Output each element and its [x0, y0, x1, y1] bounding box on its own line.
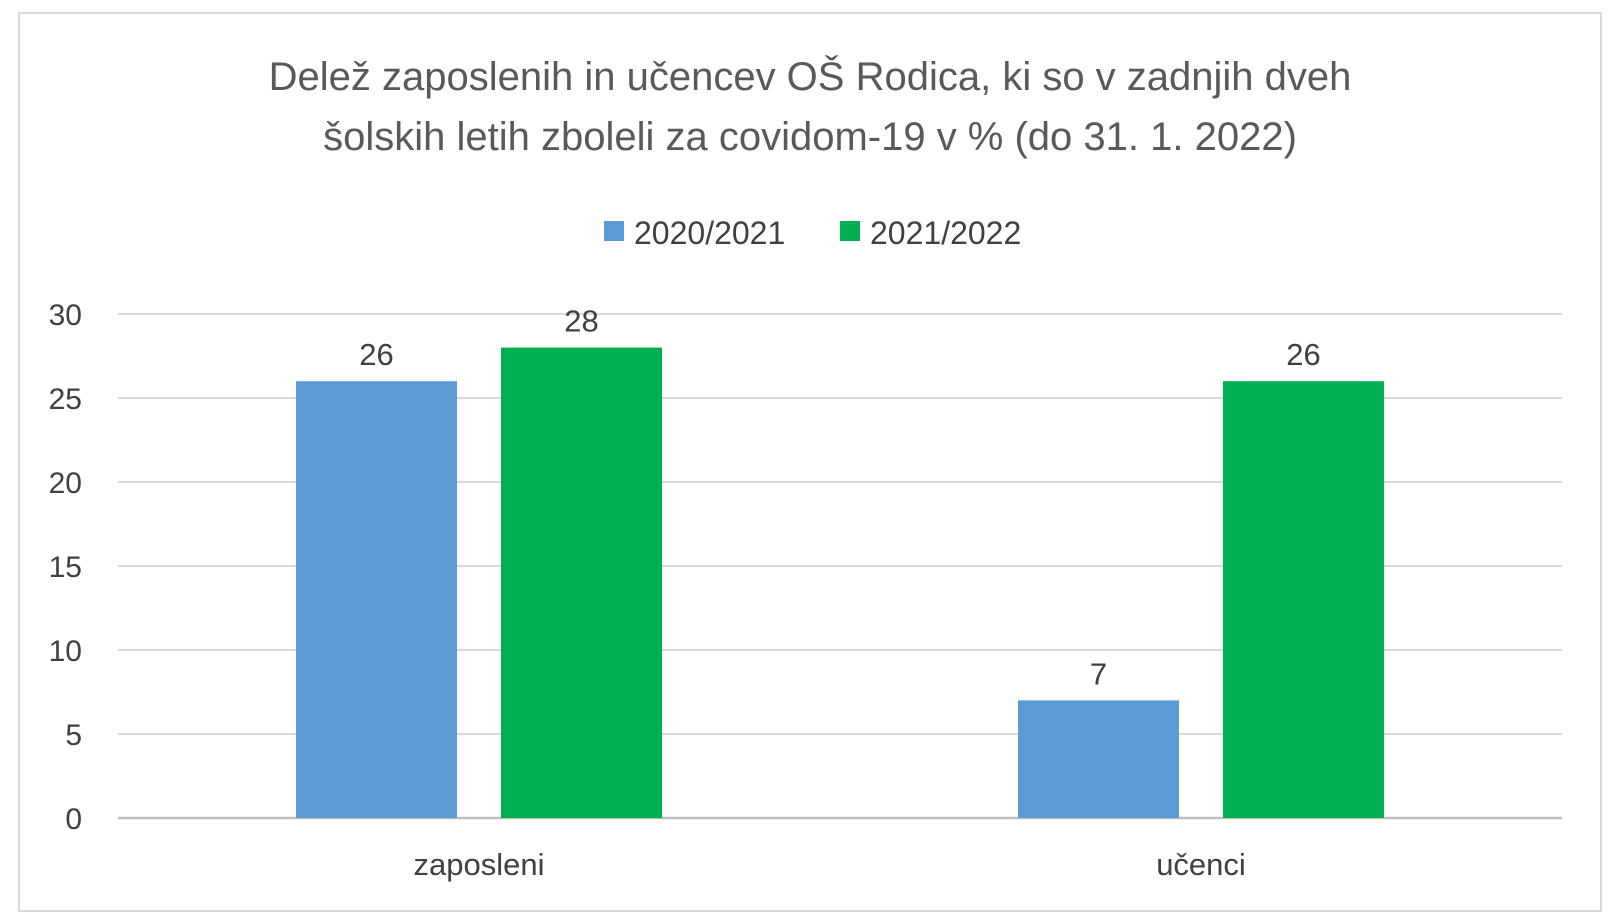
- legend-swatch-2020-2021: [604, 221, 624, 241]
- data-label-1-1: 26: [1286, 337, 1320, 372]
- chart-legend: 2020/2021 2021/2022: [604, 215, 1021, 251]
- chart-title-line-1: Delež zaposlenih in učencev OŠ Rodica, k…: [269, 54, 1352, 99]
- x-axis-category-labels: zaposleni učenci: [414, 847, 1246, 882]
- legend-swatch-2021-2022: [840, 221, 860, 241]
- legend-label-2020-2021: 2020/2021: [634, 215, 785, 251]
- y-axis-tick-labels: 0 5 10 15 20 25 30: [49, 299, 82, 836]
- category-label-1: učenci: [1156, 847, 1246, 882]
- y-tick-label: 5: [65, 719, 82, 752]
- y-tick-label: 30: [49, 299, 82, 332]
- data-label-0-1: 28: [564, 304, 598, 339]
- data-label-1-0: 7: [1090, 656, 1107, 691]
- y-tick-label: 25: [49, 383, 82, 416]
- chart-title: Delež zaposlenih in učencev OŠ Rodica, k…: [269, 54, 1352, 159]
- bar-1-0: [1018, 700, 1179, 818]
- y-tick-label: 20: [49, 467, 82, 500]
- y-tick-label: 15: [49, 551, 82, 584]
- y-tick-label: 0: [65, 803, 82, 836]
- y-tick-label: 10: [49, 635, 82, 668]
- legend-label-2021-2022: 2021/2022: [870, 215, 1021, 251]
- bar-0-1: [501, 347, 662, 818]
- data-label-0-0: 26: [359, 337, 393, 372]
- data-labels: 26 28 7 26: [359, 304, 1320, 692]
- chart-title-line-2: šolskih letih zboleli za covidom-19 v % …: [323, 115, 1297, 159]
- bar-1-1: [1223, 381, 1384, 818]
- bar-0-0: [296, 381, 457, 818]
- category-label-0: zaposleni: [414, 847, 545, 882]
- bars: [296, 347, 1384, 818]
